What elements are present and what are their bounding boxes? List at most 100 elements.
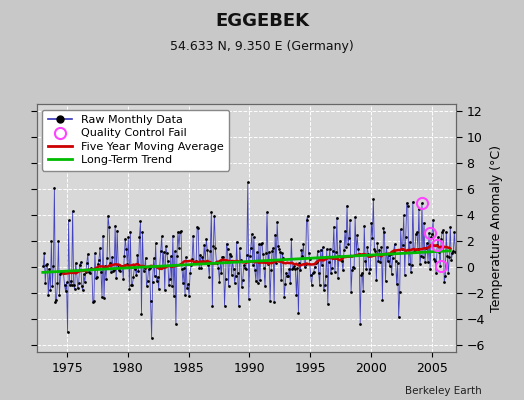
Point <box>47 238 56 244</box>
Point <box>223 246 232 252</box>
Point <box>62 279 71 286</box>
Point <box>324 300 332 307</box>
Point <box>39 263 48 269</box>
Point <box>363 244 372 250</box>
Point <box>428 230 436 237</box>
Point <box>235 303 243 310</box>
Point <box>435 248 443 255</box>
Point <box>217 270 226 276</box>
Point <box>384 258 392 264</box>
Point <box>134 268 143 274</box>
Point <box>296 267 304 273</box>
Point <box>304 250 313 256</box>
Point <box>300 264 309 270</box>
Point <box>397 226 405 232</box>
Point <box>383 244 391 250</box>
Point <box>385 263 394 269</box>
Point <box>291 266 300 272</box>
Point <box>123 260 132 267</box>
Point <box>441 273 450 279</box>
Point <box>262 250 270 256</box>
Point <box>73 285 82 292</box>
Point <box>85 270 94 276</box>
Point <box>191 259 199 266</box>
Point <box>391 258 400 264</box>
Point <box>145 266 153 272</box>
Point <box>288 266 297 272</box>
Point <box>372 276 380 283</box>
Point <box>253 249 261 256</box>
Point <box>130 264 138 270</box>
Point <box>173 253 181 260</box>
Point <box>71 260 80 266</box>
Point <box>77 259 85 266</box>
Point <box>259 251 267 257</box>
Point <box>122 246 130 252</box>
Point <box>201 258 210 265</box>
Point <box>258 240 266 246</box>
Point <box>188 256 196 262</box>
Point <box>429 217 438 223</box>
Point <box>436 263 444 269</box>
Point <box>244 179 252 186</box>
Point <box>67 277 75 284</box>
Point <box>70 282 78 288</box>
Point <box>236 256 245 263</box>
Point <box>168 283 176 290</box>
Point <box>350 265 358 271</box>
Point <box>257 240 265 247</box>
Point <box>166 276 174 282</box>
Point <box>417 253 425 259</box>
Point <box>353 232 362 239</box>
Point <box>102 276 110 282</box>
Point <box>90 298 98 304</box>
Point <box>84 251 92 257</box>
Point <box>105 224 113 230</box>
Point <box>344 240 352 247</box>
Point <box>68 282 76 288</box>
Point <box>294 310 303 316</box>
Point <box>43 260 51 267</box>
Point <box>171 248 179 255</box>
Point <box>147 334 156 341</box>
Point <box>110 267 118 274</box>
Point <box>44 292 52 298</box>
Point <box>215 278 224 285</box>
Point <box>195 265 203 271</box>
Point <box>439 227 447 233</box>
Point <box>446 224 454 230</box>
Point <box>270 299 278 305</box>
Point <box>232 272 240 279</box>
Point <box>92 274 100 281</box>
Point <box>237 284 246 290</box>
Point <box>400 272 409 278</box>
Point <box>247 244 255 251</box>
Point <box>118 263 126 269</box>
Point <box>186 270 194 276</box>
Point <box>211 245 220 251</box>
Point <box>310 269 318 276</box>
Point <box>158 233 166 240</box>
Point <box>42 262 50 268</box>
Point <box>438 229 446 235</box>
Point <box>162 250 171 256</box>
Point <box>252 278 260 285</box>
Point <box>433 242 441 248</box>
Point <box>127 282 136 288</box>
Point <box>351 214 359 220</box>
Point <box>124 234 133 240</box>
Point <box>279 255 288 261</box>
Point <box>49 263 58 269</box>
Point <box>354 246 363 252</box>
Point <box>230 266 238 272</box>
Point <box>233 238 241 245</box>
Point <box>239 262 248 268</box>
Point <box>78 283 86 290</box>
Point <box>213 260 222 266</box>
Point <box>264 261 272 267</box>
Point <box>52 296 61 303</box>
Point <box>390 241 399 247</box>
Point <box>181 292 189 298</box>
Point <box>141 254 150 261</box>
Point <box>289 265 298 271</box>
